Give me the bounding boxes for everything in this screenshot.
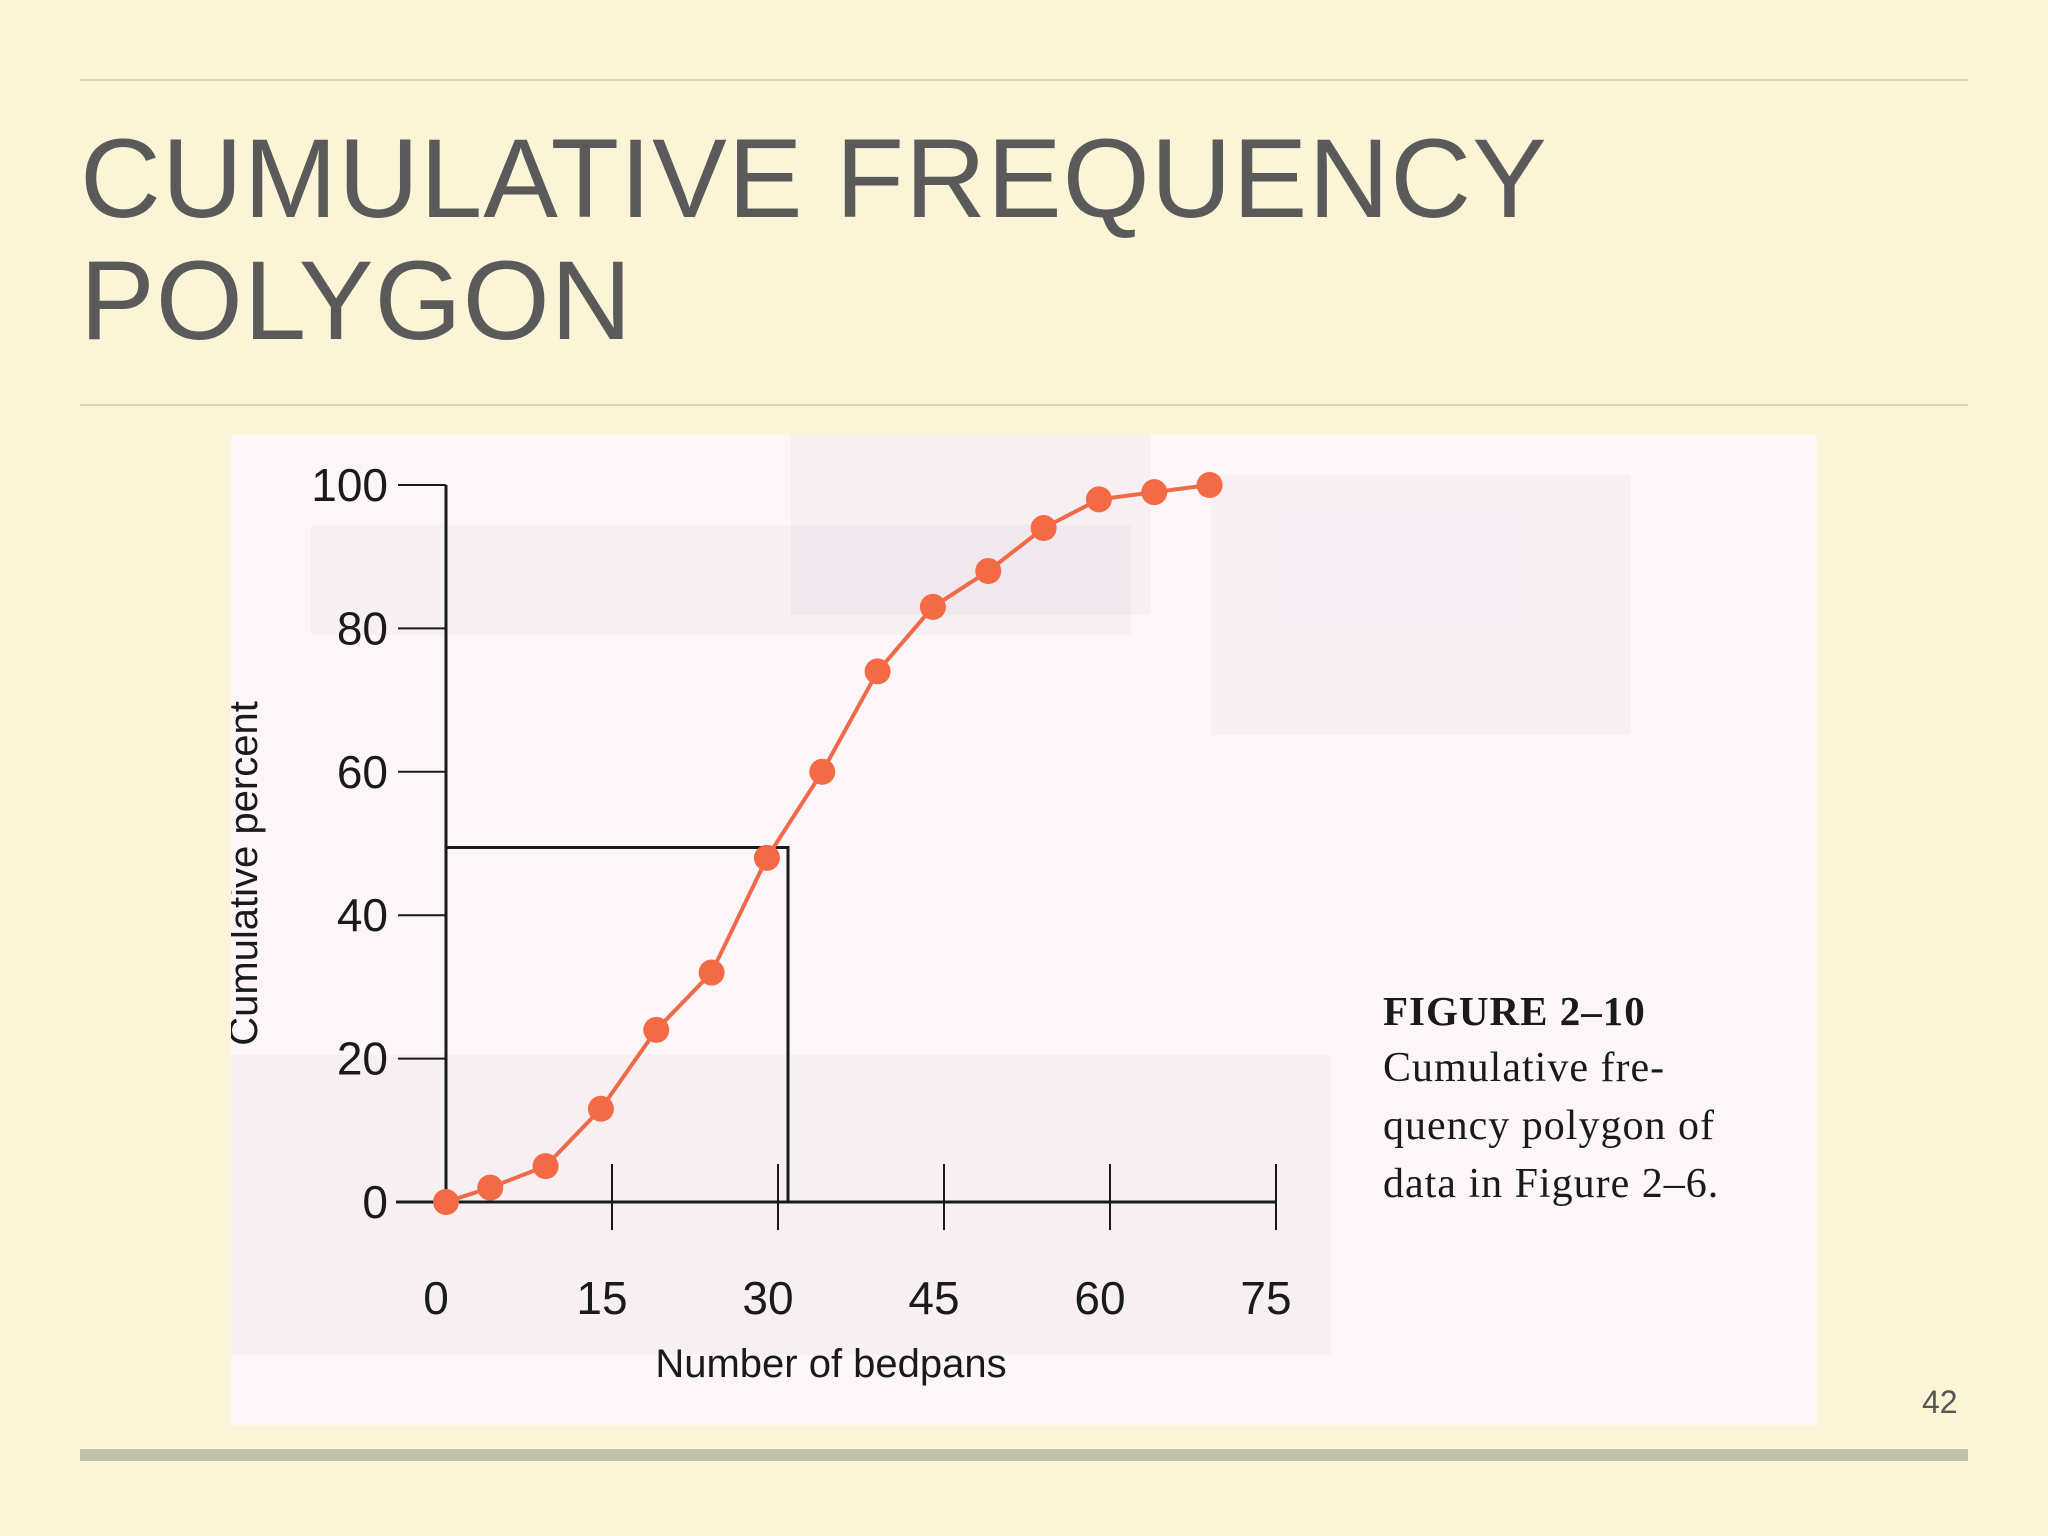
x-tick-label: 60 [1074,1272,1125,1324]
slide-title: CUMULATIVE FREQUENCY POLYGON [80,116,1546,363]
data-point [433,1189,459,1215]
data-point [919,593,946,620]
figure-panel: 0 20 40 60 80 100 0 15 30 45 60 75 Number of bedpans… [231,435,1817,1425]
figure-caption: FIGURE 2–10 Cumulative fre- quency polyg… [1383,983,1803,1213]
bottom-bar [80,1449,1968,1461]
figure-caption-text: Cumulative fre- quency polygon of data i… [1383,1045,1720,1207]
title-divider [80,404,1968,406]
x-axis-title: Number of bedpans [655,1342,1006,1386]
x-tick-label: 30 [742,1272,793,1324]
bleed-through-block [231,1055,1331,1355]
x-tick-label: 45 [908,1272,959,1324]
x-tick-label: 15 [576,1272,627,1324]
data-point [1030,515,1057,542]
data-point [698,959,725,986]
y-tick-label: 0 [362,1176,388,1228]
median-guide-line [446,846,790,1202]
cumulative-frequency-chart: 0 20 40 60 80 100 0 15 30 45 60 75 Number of bedpans… [231,459,1292,1386]
page-number: 42 [1922,1384,1958,1420]
data-point [532,1153,559,1180]
x-tick-label: 0 [423,1272,449,1324]
data-point [477,1174,504,1201]
data-point [643,1016,670,1043]
y-tick-label: 20 [337,1033,388,1085]
y-tick-label: 100 [311,459,388,511]
data-point [587,1095,614,1122]
data-point [864,658,891,685]
y-tick-label: 40 [337,889,388,941]
y-tick-label: 60 [337,746,388,798]
data-point [1141,479,1168,506]
data-point [753,844,780,871]
data-point [975,558,1002,585]
cumulative-frequency-line [445,483,1210,1204]
bleed-through-block [791,435,1151,615]
figure-label: FIGURE 2–10 [1383,988,1646,1034]
data-point [809,758,836,785]
x-tick-label: 75 [1240,1272,1291,1324]
data-point [1085,486,1112,513]
bleed-through-block [1211,475,1631,735]
y-tick-label: 80 [337,602,388,654]
top-divider [80,79,1968,81]
y-axis-title: Cumulative percent [231,701,266,1046]
data-point [1196,472,1223,498]
